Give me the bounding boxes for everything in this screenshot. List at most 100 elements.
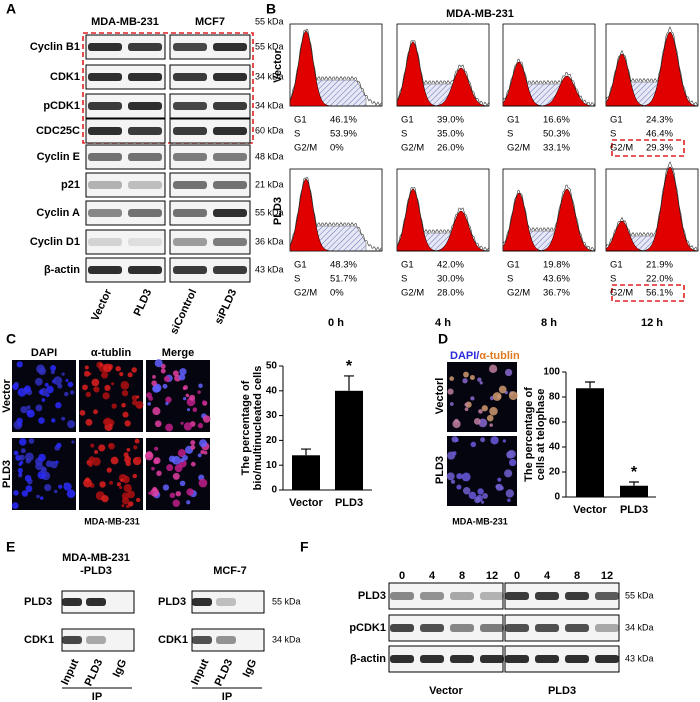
cell	[63, 482, 67, 486]
y-tick-label: 30	[266, 410, 278, 421]
cell	[121, 402, 126, 408]
cell	[477, 377, 482, 382]
bar	[335, 390, 363, 490]
cell	[461, 472, 471, 482]
blot-band	[480, 624, 504, 632]
cell-line: MCF7	[195, 16, 225, 28]
protein-label: Cyclin A	[36, 207, 80, 219]
caption: MDA-MB-231	[452, 516, 508, 526]
cell	[67, 420, 76, 429]
cell	[148, 491, 152, 495]
phase-value: 46.1%	[330, 115, 357, 126]
column-label: α-tublin	[91, 347, 132, 359]
cell	[45, 460, 53, 468]
cell	[488, 364, 498, 373]
panel-label: D	[438, 331, 448, 347]
cell	[456, 484, 462, 490]
phase-value: 50.3%	[543, 129, 570, 140]
cell	[186, 408, 191, 412]
kda-label: 55 kDa	[625, 590, 654, 600]
kda-label: 55 kDa	[272, 596, 301, 606]
protein-label: CDC25C	[36, 125, 80, 137]
blot-band	[128, 181, 162, 189]
cell	[41, 398, 46, 402]
blot-band	[173, 209, 207, 217]
cell	[497, 477, 502, 482]
blot-band	[390, 655, 414, 663]
y-axis-label: bio/multinucleated cells	[252, 366, 264, 491]
cell	[462, 378, 468, 384]
histogram-outline	[289, 176, 383, 251]
cell	[24, 474, 32, 482]
error-bar	[585, 381, 595, 389]
cell	[35, 404, 43, 412]
cell	[99, 363, 103, 367]
cell	[198, 383, 203, 388]
y-axis-label: The percentage of	[523, 387, 535, 482]
protein-label: β-actin	[44, 264, 80, 276]
cell	[69, 390, 75, 395]
cell	[171, 455, 181, 465]
cell	[463, 371, 469, 378]
cell	[82, 384, 88, 391]
protein-label: PLD3	[358, 590, 386, 602]
cell	[154, 359, 163, 368]
g1-peak	[289, 178, 382, 252]
cell	[182, 397, 187, 401]
histogram-outline	[605, 26, 699, 106]
phase-label: G1	[401, 260, 414, 271]
phase-value: 39.0%	[437, 115, 464, 126]
blot-band	[62, 636, 82, 644]
phase-label: S	[294, 129, 300, 140]
phase-label: G1	[507, 260, 520, 271]
protein-label: Cyclin E	[37, 151, 80, 163]
kda-label: 55 kDa	[255, 207, 284, 217]
kda-label: 34 kDa	[625, 622, 654, 632]
g1-peak	[289, 30, 382, 107]
highlight-box	[611, 139, 685, 157]
significance: *	[631, 464, 638, 481]
cell	[83, 478, 92, 488]
g2-peak	[397, 67, 490, 107]
protein-label: PLD3	[158, 596, 186, 608]
cell	[144, 451, 154, 461]
cell	[470, 396, 475, 401]
blot-band	[213, 127, 247, 135]
phase-value: 46.4%	[646, 129, 673, 140]
blot-band	[213, 102, 247, 110]
cell	[91, 378, 100, 387]
lane-label: 12	[601, 570, 613, 582]
cell	[121, 497, 130, 505]
cell	[36, 494, 40, 499]
cell	[202, 400, 206, 405]
panel-label: C	[6, 331, 16, 347]
cell	[137, 404, 142, 409]
lane-label: PLD3	[83, 657, 106, 688]
blot-band	[565, 655, 589, 663]
blot-frame	[85, 229, 166, 255]
x-tick-label: PLD3	[620, 504, 648, 516]
blot-band	[88, 181, 122, 189]
cell	[197, 390, 201, 394]
histogram-outline	[605, 161, 699, 251]
lane-label: 8	[459, 570, 465, 582]
cell	[449, 376, 455, 381]
cell	[84, 365, 89, 370]
protein-label: Cyclin B1	[30, 41, 80, 53]
blot-band	[88, 153, 122, 161]
cell	[498, 385, 507, 394]
cell	[183, 422, 193, 431]
phase-label: G1	[294, 260, 307, 271]
blot-band	[88, 102, 122, 110]
cell	[115, 365, 121, 372]
cell	[44, 382, 49, 387]
lane-label: 8	[574, 570, 580, 582]
y-tick-label: 40	[549, 442, 561, 453]
cell	[152, 407, 161, 416]
cell	[102, 418, 110, 426]
cell	[147, 402, 152, 406]
protein-label: pCDK1	[349, 622, 386, 634]
cell	[57, 383, 63, 389]
cell	[126, 447, 131, 452]
